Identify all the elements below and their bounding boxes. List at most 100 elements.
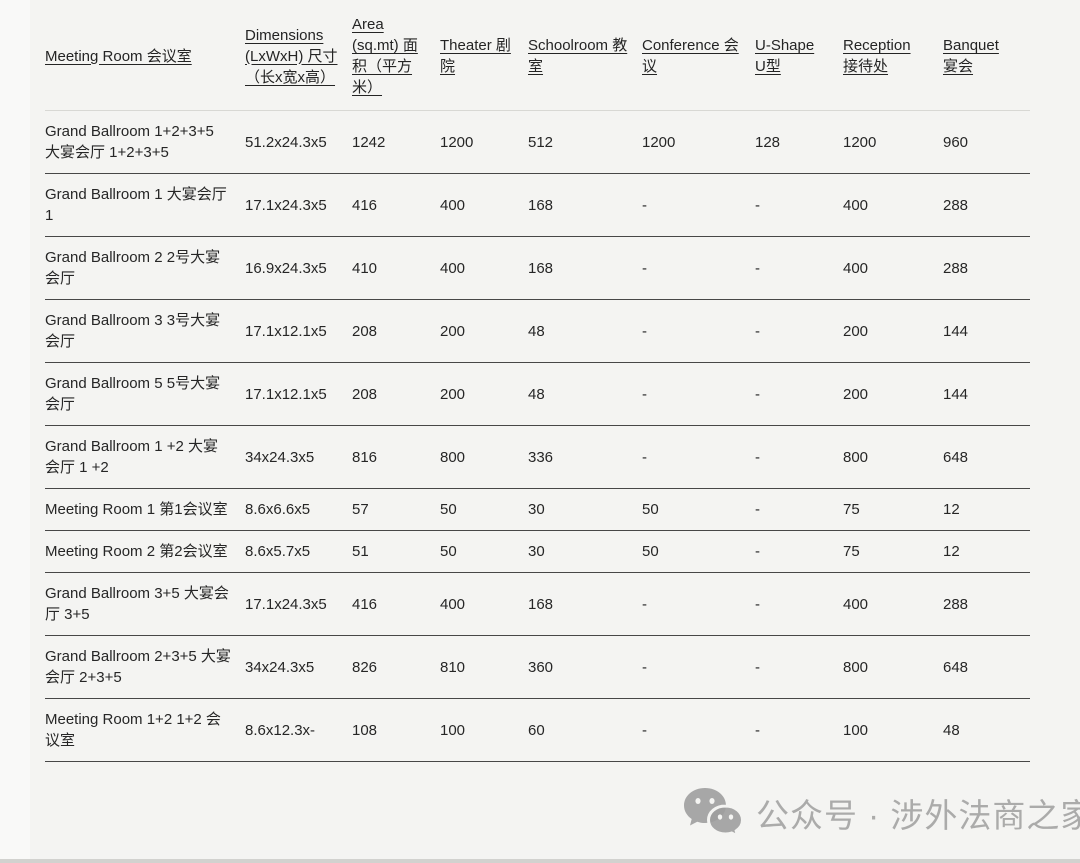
col-header-area: Area (sq.mt) 面积（平方米） <box>352 2 440 111</box>
reception-cell: 800 <box>843 425 943 489</box>
u-shape-cell: - <box>755 635 843 699</box>
conference-cell: - <box>642 362 755 426</box>
conference-cell: - <box>642 698 755 762</box>
schoolroom-cell: 48 <box>528 299 642 363</box>
schoolroom-cell: 512 <box>528 110 642 174</box>
table-row: Grand Ballroom 1+2+3+5 大宴会厅 1+2+3+5 51.2… <box>45 110 1030 174</box>
theater-cell: 400 <box>440 173 528 237</box>
reception-cell: 400 <box>843 173 943 237</box>
table-row: Meeting Room 1+2 1+2 会议室 8.6x12.3x- 108 … <box>45 698 1030 762</box>
dimensions-cell: 8.6x6.6x5 <box>245 488 352 531</box>
banquet-cell: 144 <box>943 299 1030 363</box>
page-left-edge <box>0 0 30 863</box>
banquet-cell: 288 <box>943 572 1030 636</box>
table-row: Grand Ballroom 1 大宴会厅 1 17.1x24.3x5 416 … <box>45 173 1030 237</box>
wechat-icon <box>684 788 744 839</box>
col-header-dimensions: Dimensions (LxWxH) 尺寸（长x宽x高） <box>245 2 352 111</box>
theater-cell: 810 <box>440 635 528 699</box>
dimensions-cell: 51.2x24.3x5 <box>245 110 352 174</box>
area-cell: 416 <box>352 572 440 636</box>
u-shape-cell: - <box>755 299 843 363</box>
schoolroom-cell: 168 <box>528 236 642 300</box>
table-row: Meeting Room 2 第2会议室 8.6x5.7x5 51 50 30 … <box>45 530 1030 573</box>
schoolroom-cell: 360 <box>528 635 642 699</box>
area-cell: 1242 <box>352 110 440 174</box>
theater-cell: 400 <box>440 236 528 300</box>
col-header-schoolroom: Schoolroom 教室 <box>528 2 642 111</box>
theater-cell: 200 <box>440 299 528 363</box>
dimensions-cell: 17.1x12.1x5 <box>245 299 352 363</box>
schoolroom-cell: 168 <box>528 572 642 636</box>
banquet-cell: 144 <box>943 362 1030 426</box>
dimensions-cell: 34x24.3x5 <box>245 425 352 489</box>
banquet-cell: 12 <box>943 488 1030 531</box>
room-name-cell: Grand Ballroom 1 大宴会厅 1 <box>45 173 245 237</box>
col-header-theater: Theater 剧院 <box>440 2 528 111</box>
u-shape-cell: - <box>755 236 843 300</box>
u-shape-cell: - <box>755 530 843 573</box>
room-name-cell: Meeting Room 1+2 1+2 会议室 <box>45 698 245 762</box>
room-name-cell: Grand Ballroom 5 5号大宴会厅 <box>45 362 245 426</box>
area-cell: 208 <box>352 362 440 426</box>
meeting-room-capacity-table-container: Meeting Room 会议室 Dimensions (LxWxH) 尺寸（长… <box>45 2 1030 762</box>
reception-cell: 200 <box>843 299 943 363</box>
area-cell: 57 <box>352 488 440 531</box>
schoolroom-cell: 336 <box>528 425 642 489</box>
table-body: Grand Ballroom 1+2+3+5 大宴会厅 1+2+3+5 51.2… <box>45 110 1030 762</box>
col-header-meeting-room: Meeting Room 会议室 <box>45 2 245 111</box>
u-shape-cell: 128 <box>755 110 843 174</box>
room-name-cell: Grand Ballroom 2 2号大宴会厅 <box>45 236 245 300</box>
conference-cell: - <box>642 173 755 237</box>
meeting-room-capacity-table: Meeting Room 会议室 Dimensions (LxWxH) 尺寸（长… <box>45 2 1030 762</box>
schoolroom-cell: 30 <box>528 488 642 531</box>
u-shape-cell: - <box>755 362 843 426</box>
area-cell: 416 <box>352 173 440 237</box>
reception-cell: 800 <box>843 635 943 699</box>
table-row: Grand Ballroom 3 3号大宴会厅 17.1x12.1x5 208 … <box>45 299 1030 363</box>
schoolroom-cell: 168 <box>528 173 642 237</box>
conference-cell: - <box>642 635 755 699</box>
reception-cell: 1200 <box>843 110 943 174</box>
col-header-conference: Conference 会议 <box>642 2 755 111</box>
room-name-cell: Grand Ballroom 2+3+5 大宴会厅 2+3+5 <box>45 635 245 699</box>
banquet-cell: 288 <box>943 236 1030 300</box>
theater-cell: 1200 <box>440 110 528 174</box>
conference-cell: - <box>642 299 755 363</box>
table-header-row: Meeting Room 会议室 Dimensions (LxWxH) 尺寸（长… <box>45 2 1030 111</box>
dimensions-cell: 8.6x5.7x5 <box>245 530 352 573</box>
banquet-cell: 48 <box>943 698 1030 762</box>
table-row: Meeting Room 1 第1会议室 8.6x6.6x5 57 50 30 … <box>45 488 1030 531</box>
table-row: Grand Ballroom 1 +2 大宴会厅 1 +2 34x24.3x5 … <box>45 425 1030 489</box>
theater-cell: 400 <box>440 572 528 636</box>
schoolroom-cell: 60 <box>528 698 642 762</box>
theater-cell: 800 <box>440 425 528 489</box>
area-cell: 208 <box>352 299 440 363</box>
dimensions-cell: 17.1x12.1x5 <box>245 362 352 426</box>
reception-cell: 400 <box>843 236 943 300</box>
theater-cell: 50 <box>440 488 528 531</box>
area-cell: 826 <box>352 635 440 699</box>
room-name-cell: Grand Ballroom 1 +2 大宴会厅 1 +2 <box>45 425 245 489</box>
dimensions-cell: 17.1x24.3x5 <box>245 173 352 237</box>
area-cell: 108 <box>352 698 440 762</box>
banquet-cell: 960 <box>943 110 1030 174</box>
conference-cell: - <box>642 236 755 300</box>
room-name-cell: Grand Ballroom 3 3号大宴会厅 <box>45 299 245 363</box>
schoolroom-cell: 48 <box>528 362 642 426</box>
u-shape-cell: - <box>755 173 843 237</box>
conference-cell: 50 <box>642 530 755 573</box>
banquet-cell: 12 <box>943 530 1030 573</box>
table-row: Grand Ballroom 2 2号大宴会厅 16.9x24.3x5 410 … <box>45 236 1030 300</box>
u-shape-cell: - <box>755 572 843 636</box>
u-shape-cell: - <box>755 488 843 531</box>
table-row: Grand Ballroom 3+5 大宴会厅 3+5 17.1x24.3x5 … <box>45 572 1030 636</box>
theater-cell: 200 <box>440 362 528 426</box>
area-cell: 410 <box>352 236 440 300</box>
conference-cell: - <box>642 425 755 489</box>
banquet-cell: 648 <box>943 635 1030 699</box>
table-row: Grand Ballroom 5 5号大宴会厅 17.1x12.1x5 208 … <box>45 362 1030 426</box>
watermark-text: 公众号 · 涉外法商之家 <box>756 797 1080 834</box>
reception-cell: 75 <box>843 488 943 531</box>
wechat-watermark: 公众号 · 涉外法商之家 <box>682 786 1080 840</box>
conference-cell: - <box>642 572 755 636</box>
